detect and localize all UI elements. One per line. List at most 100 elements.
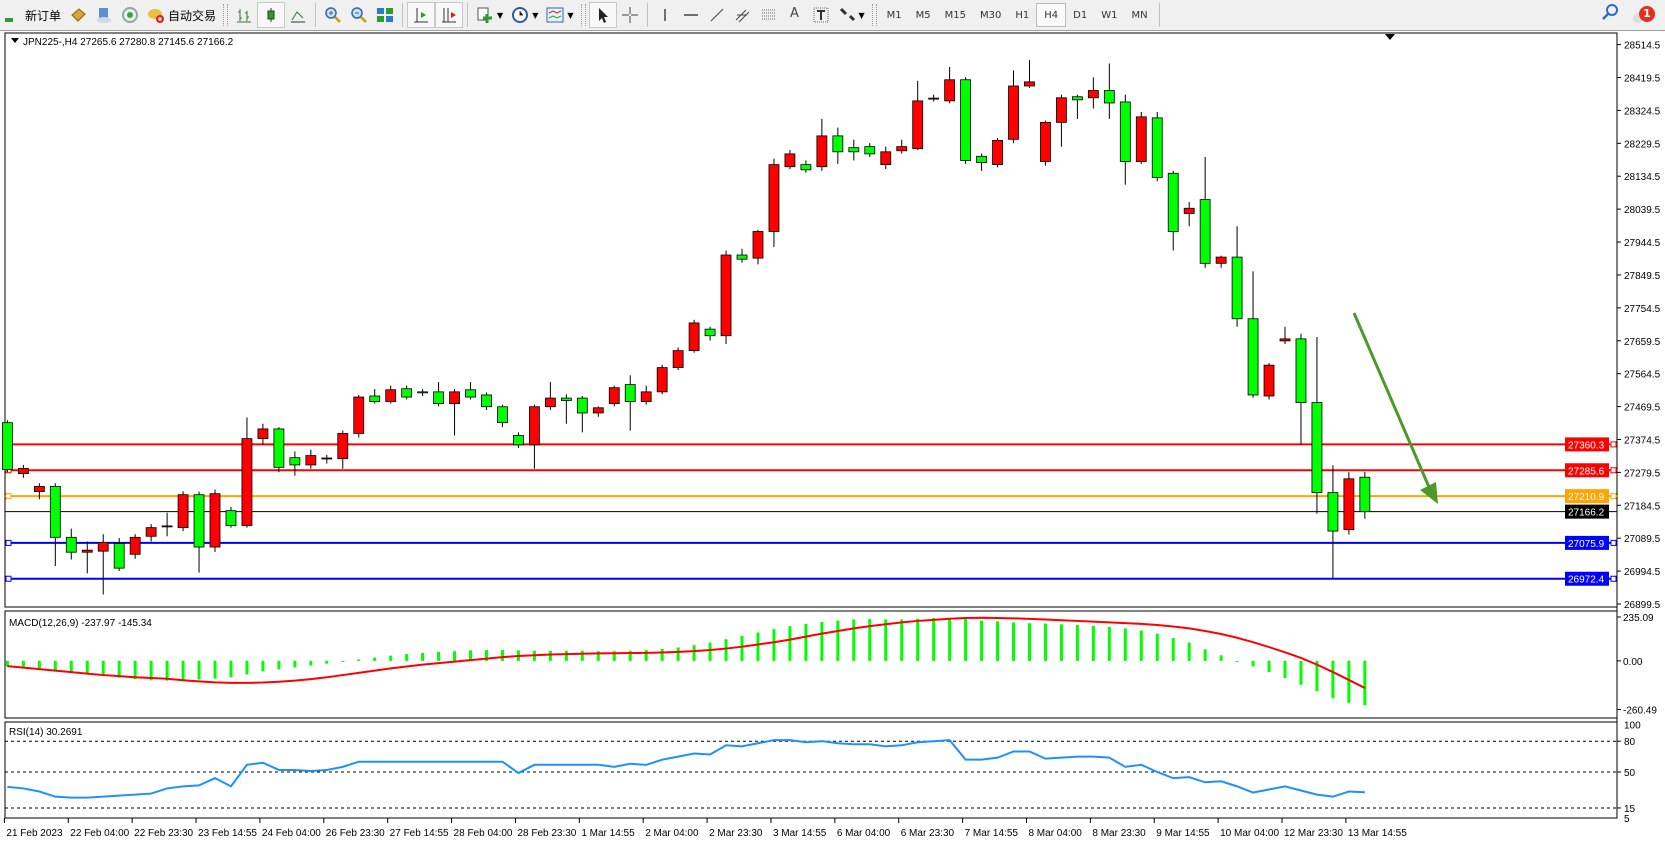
- search-icon[interactable]: [1601, 3, 1619, 24]
- candle: [880, 151, 892, 166]
- macd-histogram-bar: [580, 650, 584, 661]
- arrows-button[interactable]: ▼: [834, 2, 869, 28]
- notifications-button[interactable]: 1: [1633, 5, 1655, 23]
- candle: [992, 139, 1003, 166]
- bid-price-label: 27166.2: [1568, 508, 1605, 519]
- timeframe-mn-button[interactable]: MN: [1131, 9, 1148, 21]
- macd-histogram-bar: [389, 655, 393, 661]
- macd-histogram-bar: [1123, 628, 1127, 661]
- macd-histogram-bar: [564, 650, 568, 661]
- candle: [33, 486, 45, 493]
- timeframe-m5-button[interactable]: M5: [915, 9, 931, 21]
- timeframe-m1-button[interactable]: M1: [886, 9, 902, 21]
- zoom-out-icon: [350, 6, 368, 24]
- new-order-button[interactable]: 新订单: [0, 2, 65, 28]
- price-tick-label: 26994.5: [1624, 567, 1661, 578]
- macd-histogram-bar: [341, 660, 345, 662]
- level-price-tag: [1565, 489, 1609, 504]
- timeframe-h1-button[interactable]: H1: [1015, 9, 1030, 21]
- horizontal-line-button[interactable]: [678, 2, 704, 28]
- macd-histogram-bar: [357, 659, 361, 661]
- candle: [289, 457, 301, 466]
- candle: [784, 153, 796, 168]
- toolbar-grip[interactable]: [580, 4, 586, 26]
- toolbar-grip[interactable]: [223, 4, 229, 26]
- macd-histogram-bar: [213, 660, 217, 679]
- macd-histogram-bar: [820, 622, 824, 661]
- templates-button[interactable]: ▼: [542, 2, 577, 28]
- dropdown-arrow-icon: ▼: [497, 10, 504, 20]
- macd-histogram-bar: [437, 651, 441, 661]
- candle: [896, 146, 908, 152]
- macd-histogram-bar: [1075, 625, 1079, 661]
- crosshair-button[interactable]: [617, 2, 643, 28]
- candle: [1087, 90, 1099, 99]
- macd-histogram-bar: [1363, 660, 1367, 706]
- macd-histogram-bar: [21, 660, 25, 668]
- signals-button[interactable]: [117, 2, 143, 28]
- time-tick-label: 26 Feb 23:30: [326, 828, 385, 839]
- macd-histogram-bar: [149, 660, 153, 681]
- rsi-tick-label: 80: [1624, 737, 1636, 748]
- bar-chart-icon: [235, 6, 253, 24]
- cursor-button[interactable]: [588, 2, 617, 28]
- zoom-in-button[interactable]: [320, 2, 346, 28]
- candle: [624, 384, 636, 402]
- time-tick-label: 2 Mar 23:30: [709, 828, 763, 839]
- chart-shift-icon: [440, 6, 458, 24]
- tile-windows-button[interactable]: [372, 2, 398, 28]
- timeframe-d1-button[interactable]: D1: [1073, 9, 1088, 21]
- toolbar-grip[interactable]: [871, 4, 877, 26]
- macd-histogram-bar: [1027, 623, 1031, 661]
- auto-trading-button[interactable]: 自动交易: [143, 2, 220, 28]
- macd-histogram-bar: [628, 650, 632, 661]
- price-tick-label: 27754.5: [1624, 304, 1661, 315]
- level-price-tag: [1565, 437, 1609, 452]
- candle: [17, 467, 29, 474]
- candle: [592, 407, 604, 414]
- candle: [1263, 364, 1275, 397]
- macd-histogram-bar: [245, 660, 249, 675]
- vertical-line-icon: [656, 6, 674, 24]
- timeframe-m15-button[interactable]: M15: [944, 9, 967, 21]
- periods-button[interactable]: ▼: [507, 2, 542, 28]
- zoom-out-button[interactable]: [346, 2, 372, 28]
- fibonacci-icon: [760, 6, 778, 24]
- time-tick-label: 7 Mar 14:55: [965, 828, 1019, 839]
- macd-histogram-bar: [261, 660, 265, 672]
- time-tick-label: 6 Mar 04:00: [837, 828, 891, 839]
- timeframe-m30-button[interactable]: M30: [980, 9, 1002, 21]
- level-price-label: 27360.3: [1568, 440, 1605, 451]
- indicators-button[interactable]: ▼: [472, 2, 507, 28]
- bar-chart-button[interactable]: [231, 2, 257, 28]
- price-tick-label: 26899.5: [1624, 600, 1661, 611]
- price-tick-label: 28514.5: [1624, 41, 1661, 52]
- candle: [1215, 256, 1227, 264]
- vertical-line-button[interactable]: [652, 2, 678, 28]
- candlestick-chart-button[interactable]: [257, 2, 286, 28]
- chart-shift-button[interactable]: [435, 2, 464, 28]
- trendline-button[interactable]: [704, 2, 730, 28]
- navigator-button[interactable]: [65, 2, 91, 28]
- terminal-button[interactable]: [91, 2, 117, 28]
- timeframe-h4-button[interactable]: H4: [1036, 3, 1067, 27]
- candle: [1024, 81, 1035, 87]
- line-chart-button[interactable]: [285, 2, 311, 28]
- text-label-button[interactable]: [808, 2, 834, 28]
- macd-histogram-bar: [916, 618, 920, 661]
- macd-histogram-bar: [708, 642, 712, 661]
- line-chart-icon: [289, 6, 307, 24]
- macd-label: MACD(12,26,9) -237.97 -145.34: [9, 618, 152, 629]
- equidistant-channel-button[interactable]: [730, 2, 756, 28]
- candle: [353, 396, 365, 434]
- macd-signal-line: [7, 616, 1366, 689]
- autoscroll-button[interactable]: [407, 2, 436, 28]
- timeframe-w1-button[interactable]: W1: [1101, 9, 1118, 21]
- bid-price-tag: [1565, 504, 1609, 519]
- fibonacci-button[interactable]: [756, 2, 782, 28]
- new-order-icon: [4, 6, 22, 24]
- text-button[interactable]: A: [782, 2, 808, 28]
- trend-arrow-line[interactable]: [1352, 312, 1434, 495]
- time-tick-label: 8 Mar 23:30: [1092, 828, 1146, 839]
